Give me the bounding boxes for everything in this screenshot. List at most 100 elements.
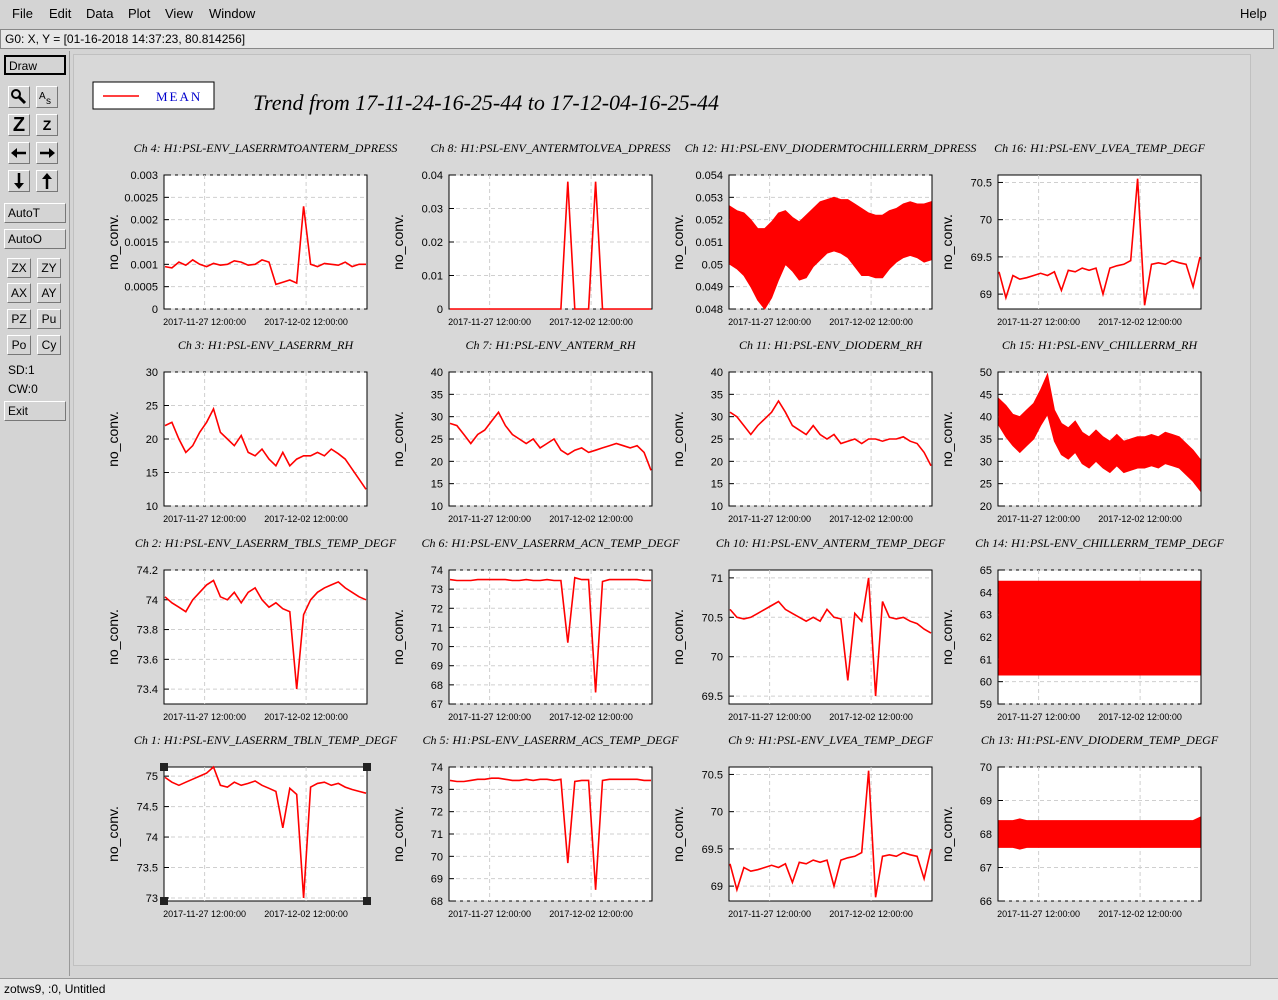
auto-t-button[interactable]: AutoT: [4, 203, 66, 223]
y-axis-label: no_conv.: [939, 806, 955, 862]
chart-title: Ch 4: H1:PSL-ENV_LASERRMTOANTERM_DPRESS: [134, 141, 398, 155]
y-tick-label: 20: [431, 456, 443, 468]
cw-readout: CW:0: [8, 382, 38, 396]
x-tick-label: 2017-11-27 12:00:00: [448, 909, 531, 919]
menu-file[interactable]: File: [12, 6, 33, 21]
arrow-right-icon: [40, 148, 55, 158]
y-tick-label: 71: [431, 622, 443, 634]
zy-button[interactable]: ZY: [37, 258, 61, 278]
y-tick-label: 50: [980, 367, 992, 379]
chart-panel: Ch 14: H1:PSL-ENV_CHILLERRM_TEMP_DEGF 59 6…: [939, 536, 1224, 722]
x-tick-label: 2017-11-27 12:00:00: [997, 514, 1080, 524]
chart-title: Ch 12: H1:PSL-ENV_DIODERMTOCHILLERRM_DPR…: [685, 141, 977, 155]
chart-panel: Ch 15: H1:PSL-ENV_CHILLERRM_RH 20 25 30 35 40…: [939, 338, 1202, 524]
exit-button[interactable]: Exit: [4, 401, 66, 421]
x-tick-label: 2017-11-27 12:00:00: [728, 909, 811, 919]
zoom-out-button[interactable]: Z: [36, 114, 58, 136]
y-tick-label: 70: [980, 762, 992, 774]
y-tick-label: 0: [437, 304, 443, 316]
cy-button[interactable]: Cy: [37, 335, 61, 355]
auto-o-button[interactable]: AutoO: [4, 229, 66, 249]
arrow-left-icon: [11, 148, 26, 158]
y-tick-label: 70: [711, 807, 723, 819]
y-tick-label: 0.049: [695, 282, 723, 294]
y-tick-label: 75: [146, 771, 158, 783]
po-button[interactable]: Po: [7, 335, 31, 355]
y-axis-label: no_conv.: [105, 609, 121, 665]
chart-panel: Ch 12: H1:PSL-ENV_DIODERMTOCHILLERRM_DPR…: [670, 141, 976, 327]
x-tick-label: 2017-12-02 12:00:00: [549, 712, 633, 722]
ay-button[interactable]: AY: [37, 283, 61, 303]
series-line: [164, 406, 367, 490]
y-tick-label: 0.0005: [124, 282, 158, 294]
y-tick-label: 73: [431, 584, 443, 596]
menu-view[interactable]: View: [165, 6, 193, 21]
menu-data[interactable]: Data: [86, 6, 114, 21]
series-line: [450, 181, 651, 310]
chart-frame: [448, 569, 653, 705]
series-line: [164, 206, 366, 286]
arrow-down-icon: [14, 173, 24, 189]
menu-help[interactable]: Help: [1240, 6, 1267, 21]
x-tick-label: 2017-12-02 12:00:00: [1098, 712, 1182, 722]
ax-button[interactable]: AX: [7, 283, 31, 303]
y-tick-label: 69: [431, 661, 443, 673]
chart-title: Ch 1: H1:PSL-ENV_LASERRM_TBLN_TEMP_DEGF: [134, 733, 398, 747]
x-tick-label: 2017-11-27 12:00:00: [728, 317, 811, 327]
series-band: [998, 816, 1201, 850]
pu-button[interactable]: Pu: [37, 309, 61, 329]
inspect-tool-button[interactable]: [8, 86, 30, 108]
y-tick-label: 74: [431, 565, 443, 577]
chart-frame: [163, 569, 368, 705]
chart-frame: [728, 766, 933, 902]
y-tick-label: 20: [980, 501, 992, 513]
chart-panel: Ch 3: H1:PSL-ENV_LASERRM_RH 10 15 20 25 30 201…: [105, 338, 368, 524]
pan-down-button[interactable]: [8, 170, 30, 192]
draw-button[interactable]: Draw: [4, 55, 66, 75]
y-tick-label: 70: [711, 652, 723, 664]
x-tick-label: 2017-12-02 12:00:00: [549, 317, 633, 327]
menu-plot[interactable]: Plot: [128, 6, 151, 21]
y-axis-label: no_conv.: [105, 806, 121, 862]
selection-handle: [160, 897, 168, 905]
y-tick-label: 62: [980, 632, 992, 644]
y-tick-label: 74: [146, 832, 158, 844]
y-tick-label: 0.051: [695, 237, 723, 249]
pan-right-button[interactable]: [36, 142, 58, 164]
y-tick-label: 73: [431, 784, 443, 796]
menu-window[interactable]: Window: [209, 6, 256, 21]
y-tick-label: 70: [980, 215, 992, 227]
y-tick-label: 0.01: [422, 271, 443, 283]
zoom-in-button[interactable]: Z: [8, 114, 30, 136]
pan-up-button[interactable]: [36, 170, 58, 192]
y-tick-label: 65: [980, 565, 992, 577]
chart-panel: Ch 5: H1:PSL-ENV_LASERRM_ACS_TEMP_DEGF 68…: [390, 733, 679, 919]
y-tick-label: 0.048: [695, 304, 723, 316]
x-tick-label: 2017-12-02 12:00:00: [829, 909, 913, 919]
x-tick-label: 2017-11-27 12:00:00: [448, 317, 531, 327]
pan-left-button[interactable]: [8, 142, 30, 164]
y-tick-label: 0.003: [130, 170, 158, 182]
x-tick-label: 2017-12-02 12:00:00: [549, 909, 633, 919]
y-tick-label: 25: [711, 434, 723, 446]
y-tick-label: 72: [431, 603, 443, 615]
y-tick-label: 71: [431, 829, 443, 841]
pz-button[interactable]: PZ: [7, 309, 31, 329]
plot-grid: Ch 4: H1:PSL-ENV_LASERRMTOANTERM_DPRESS 0…: [105, 141, 1224, 919]
menu-edit[interactable]: Edit: [49, 6, 72, 21]
y-tick-label: 70.5: [702, 612, 723, 624]
y-axis-label: no_conv.: [670, 214, 686, 270]
y-tick-label: 69: [980, 796, 992, 808]
y-tick-label: 0.04: [422, 170, 443, 182]
chart-title: Ch 10: H1:PSL-ENV_ANTERM_TEMP_DEGF: [716, 536, 946, 550]
zx-button[interactable]: ZX: [7, 258, 31, 278]
chart-panel: Ch 9: H1:PSL-ENV_LVEA_TEMP_DEGF 69 69.5 70 7…: [670, 733, 934, 919]
chart-title: Ch 15: H1:PSL-ENV_CHILLERRM_RH: [1002, 338, 1199, 352]
chart-panel: Ch 6: H1:PSL-ENV_LASERRM_ACN_TEMP_DEGF 67…: [390, 536, 680, 722]
plot-canvas[interactable]: MEAN Trend from 17-11-24-16-25-44 to 17-…: [73, 54, 1251, 966]
chart-panel: Ch 11: H1:PSL-ENV_DIODERM_RH 10 15 20 25 30 35…: [670, 338, 933, 524]
y-tick-label: 0.03: [422, 204, 443, 216]
y-tick-label: 73.8: [137, 625, 158, 637]
y-tick-label: 10: [711, 501, 723, 513]
